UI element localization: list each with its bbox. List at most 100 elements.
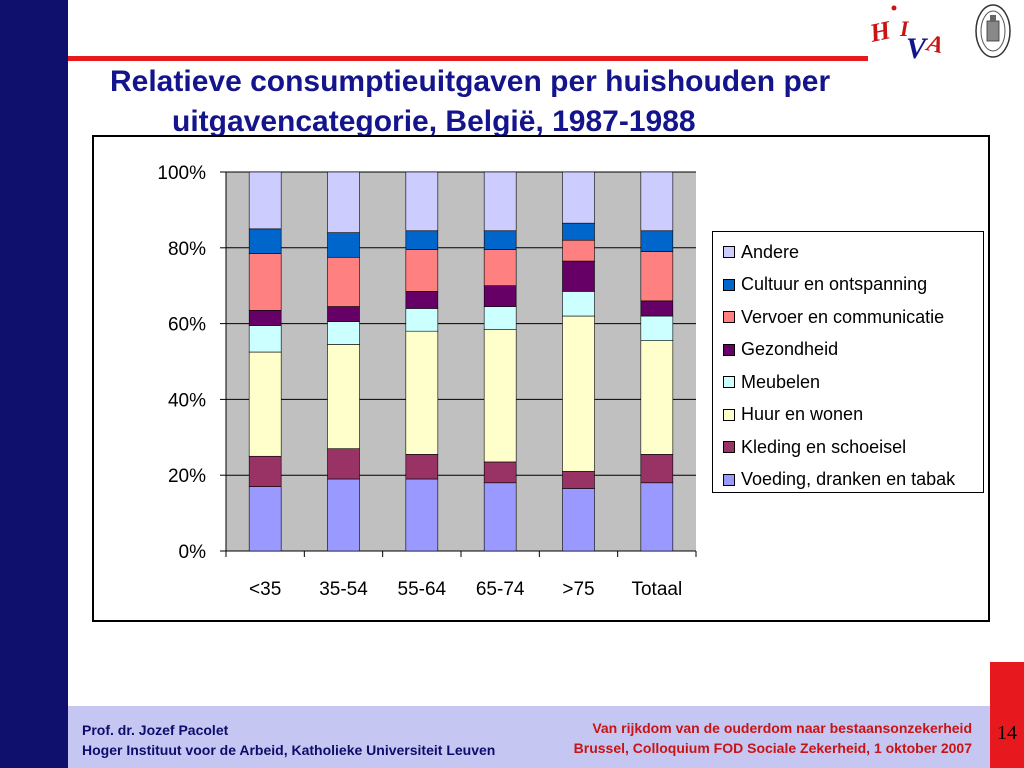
plot-area: [226, 172, 696, 551]
y-tick-label: 100%: [157, 163, 206, 184]
bar-segment: [562, 171, 595, 224]
bar-segment: [562, 488, 595, 552]
legend-item: Andere: [713, 236, 983, 269]
bar-segment: [483, 285, 517, 307]
bar-segment: [483, 328, 517, 463]
bar-segment: [405, 308, 439, 332]
bar-segment: [405, 291, 439, 309]
bar-segment: [640, 230, 674, 252]
legend-label: Gezondheid: [741, 339, 839, 360]
bar-segment: [327, 344, 360, 449]
svg-text:I: I: [899, 16, 910, 41]
legend-item: Voeding, dranken en tabak: [713, 464, 983, 497]
bar-segment: [327, 256, 360, 307]
bar-segment: [327, 321, 360, 345]
bar-segment: [562, 471, 595, 489]
bar-segment: [640, 171, 674, 232]
page-number: 14: [997, 722, 1017, 744]
slide-title-line-1: Relatieve consumptieuitgaven per huishou…: [110, 65, 831, 98]
bar-segment: [405, 478, 439, 552]
bar-segment: [248, 253, 282, 311]
legend-swatch: [723, 408, 735, 421]
bar-segment: [327, 306, 360, 323]
bar-segment: [640, 482, 674, 552]
footer-event: Brussel, Colloquium FOD Sociale Zekerhei…: [573, 740, 972, 756]
bar-segment: [483, 482, 517, 552]
bar-segment: [640, 454, 674, 484]
bar-segment: [248, 325, 282, 353]
bar-segment: [562, 315, 595, 472]
x-tick-label: >75: [562, 579, 594, 600]
legend-item: Huur en wonen: [713, 399, 983, 432]
bar-segment: [248, 171, 282, 230]
x-tick-label: Totaal: [631, 579, 682, 600]
legend-item: Kleding en schoeisel: [713, 431, 983, 464]
footer-bar: Prof. dr. Jozef Pacolet Hoger Instituut …: [68, 706, 990, 768]
footer-right: Van rijkdom van de ouderdom naar bestaan…: [574, 718, 972, 758]
x-tick-label: 65-74: [476, 579, 525, 600]
legend-swatch: [723, 246, 735, 259]
legend-swatch: [723, 473, 735, 486]
x-tick-label: <35: [249, 579, 281, 600]
footer-institute: Hoger Instituut voor de Arbeid, Katholie…: [82, 742, 496, 758]
bar-segment: [405, 249, 439, 292]
legend-swatch: [723, 441, 735, 454]
bar-segment: [483, 461, 517, 484]
svg-text:V: V: [906, 32, 929, 62]
bar-segment: [483, 306, 517, 330]
slide-title-line-2: uitgavencategorie, België, 1987-1988: [172, 105, 696, 138]
legend-item: Vervoer en communicatie: [713, 301, 983, 334]
legend-label: Kleding en schoeisel: [741, 436, 907, 457]
y-tick-label: 20%: [168, 466, 206, 487]
legend-item: Meubelen: [713, 366, 983, 399]
legend-label: Huur en wonen: [741, 404, 864, 425]
legend-swatch: [723, 278, 735, 291]
bar-segment: [640, 340, 674, 455]
bar-segment: [483, 249, 517, 287]
y-tick-label: 40%: [168, 390, 206, 411]
left-brand-band: [0, 0, 68, 768]
bar-segment: [248, 486, 282, 552]
bar-segment: [562, 260, 595, 292]
page-number-box: 14: [990, 662, 1024, 768]
legend-swatch: [723, 311, 735, 324]
footer-talk-title: Van rijkdom van de ouderdom naar bestaan…: [592, 720, 972, 736]
bar-segment: [405, 330, 439, 455]
bar-segment: [562, 291, 595, 317]
y-tick-label: 0%: [179, 542, 207, 563]
bar-segment: [640, 315, 674, 341]
legend-label: Meubelen: [741, 371, 821, 392]
y-tick-label: 60%: [168, 315, 206, 336]
legend-label: Voeding, dranken en tabak: [741, 469, 956, 490]
bar-segment: [405, 171, 439, 232]
stacked-bar-chart: 0% 20% 40% 60% 80% 100% <35 35-54 55-64 65-74 >75 T…: [157, 163, 697, 600]
x-tick-label: 55-64: [398, 579, 447, 600]
bar-segment: [640, 300, 674, 317]
bar-segment: [562, 222, 595, 241]
x-tick-label: 35-54: [319, 579, 368, 600]
bar-segment: [405, 230, 439, 250]
bar-segment: [640, 251, 674, 302]
legend-label: Andere: [741, 241, 800, 262]
bar-segment: [327, 448, 360, 480]
bar-segment: [327, 478, 360, 552]
university-seal-icon: [975, 4, 1011, 58]
bar-segment: [327, 171, 360, 233]
legend-swatch: [723, 343, 735, 356]
bar-segment: [405, 454, 439, 480]
footer-author: Prof. dr. Jozef Pacolet: [82, 722, 229, 738]
bar-segment: [562, 239, 595, 262]
legend-swatch: [723, 376, 735, 389]
hiva-logo: H I V A: [866, 5, 946, 62]
bar-segment: [248, 310, 282, 326]
title-divider-line: [68, 56, 868, 61]
legend-label: Vervoer en communicatie: [741, 306, 945, 327]
bar-segment: [483, 171, 517, 232]
y-tick-label: 80%: [168, 239, 206, 260]
bar-segment: [248, 228, 282, 254]
svg-text:A: A: [923, 30, 946, 59]
legend-label: Cultuur en ontspanning: [741, 274, 928, 295]
legend-item: Cultuur en ontspanning: [713, 269, 983, 302]
footer-left: Prof. dr. Jozef Pacolet Hoger Instituut …: [82, 720, 495, 760]
bar-segment: [327, 232, 360, 258]
